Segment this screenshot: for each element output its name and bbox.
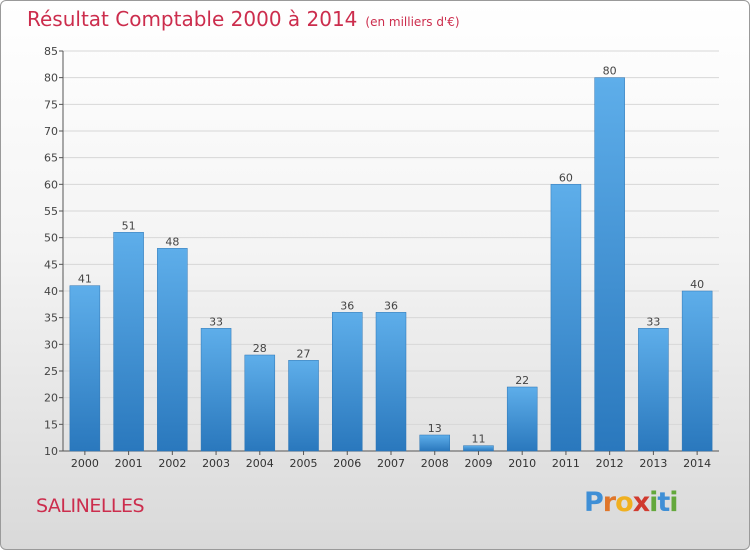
bar	[550, 184, 582, 452]
x-tick-label: 2007	[377, 457, 405, 470]
x-tick-label: 2006	[333, 457, 361, 470]
x-tick-label: 2002	[158, 457, 186, 470]
bar	[419, 434, 450, 452]
bar	[463, 445, 494, 452]
data-label: 36	[340, 299, 354, 312]
y-tick-label: 85	[44, 45, 58, 58]
data-label: 13	[428, 422, 442, 435]
chart-subtitle: (en milliers d'€)	[365, 15, 460, 29]
x-tick-label: 2010	[508, 457, 536, 470]
y-tick-label: 25	[44, 365, 58, 378]
chart-title-text: Résultat Comptable 2000 à 2014	[27, 7, 358, 31]
data-label: 28	[253, 342, 267, 355]
x-tick-label: 2012	[596, 457, 624, 470]
x-tick-label: 2014	[683, 457, 711, 470]
bar	[288, 360, 319, 452]
x-tick-label: 2001	[115, 457, 143, 470]
bar	[638, 328, 669, 452]
y-tick-label: 65	[44, 152, 58, 165]
bar	[69, 285, 101, 452]
y-tick-label: 75	[44, 98, 58, 111]
bar	[200, 328, 232, 452]
bar	[375, 312, 407, 452]
data-label: 33	[209, 315, 223, 328]
logo-letter-i: i	[649, 487, 658, 518]
data-label: 11	[471, 433, 485, 446]
data-label: 48	[165, 235, 179, 248]
x-tick-label: 2003	[202, 457, 230, 470]
y-tick-label: 10	[44, 445, 58, 458]
y-tick-label: 55	[44, 205, 58, 218]
x-tick-label: 2011	[552, 457, 580, 470]
y-tick-label: 20	[44, 392, 58, 405]
data-label: 22	[515, 374, 529, 387]
logo-letter-o: o	[615, 487, 634, 518]
data-label: 33	[646, 315, 660, 328]
x-tick-label: 2009	[464, 457, 492, 470]
data-label: 41	[78, 273, 92, 286]
logo-letter-i2: i	[669, 487, 678, 518]
x-tick-labels: 2000 2001 2002 2003 2004 2005 2006 2007 2008 2009…	[71, 451, 711, 470]
y-tick-label: 50	[44, 232, 58, 245]
y-tick-label: 35	[44, 312, 58, 325]
y-tick-label: 60	[44, 178, 58, 191]
data-label: 60	[559, 171, 573, 184]
logo-letter-r: r	[602, 487, 616, 518]
bar	[594, 77, 625, 452]
commune-name: SALINELLES	[36, 495, 145, 517]
x-tick-label: 2008	[421, 457, 449, 470]
bar	[506, 386, 538, 452]
bar	[157, 248, 188, 452]
y-tick-label: 70	[44, 125, 58, 138]
data-label: 36	[384, 299, 398, 312]
bar	[332, 312, 363, 452]
x-tick-label: 2004	[246, 457, 274, 470]
y-tick-label: 80	[44, 72, 58, 85]
y-tick-labels: 10 15 20 25 30 35 40 45 50 55 60 65 70 75 80 85	[44, 45, 58, 458]
x-tick-label: 2013	[639, 457, 667, 470]
data-label: 27	[297, 347, 311, 360]
x-tick-label: 2000	[71, 457, 99, 470]
logo-letter-x: x	[632, 487, 650, 518]
data-label: 80	[603, 65, 617, 78]
bar	[681, 290, 713, 452]
logo-letter-p: P	[584, 487, 604, 518]
proxiti-logo: Proxiti	[584, 487, 679, 518]
y-tick-label: 15	[44, 418, 58, 431]
y-tick-label: 45	[44, 258, 58, 271]
data-label: 51	[122, 219, 136, 232]
data-label: 40	[690, 278, 704, 291]
logo-letter-t: t	[657, 487, 670, 518]
chart-title: Résultat Comptable 2000 à 2014 (en millie…	[27, 7, 460, 31]
x-tick-label: 2005	[290, 457, 318, 470]
bar	[113, 232, 144, 452]
bars: 41 51 48 33 28 27 36 36 13 11 22 60 80 33 40	[69, 65, 713, 452]
bar	[244, 354, 276, 452]
y-tick-label: 40	[44, 285, 58, 298]
y-tick-label: 30	[44, 338, 58, 351]
